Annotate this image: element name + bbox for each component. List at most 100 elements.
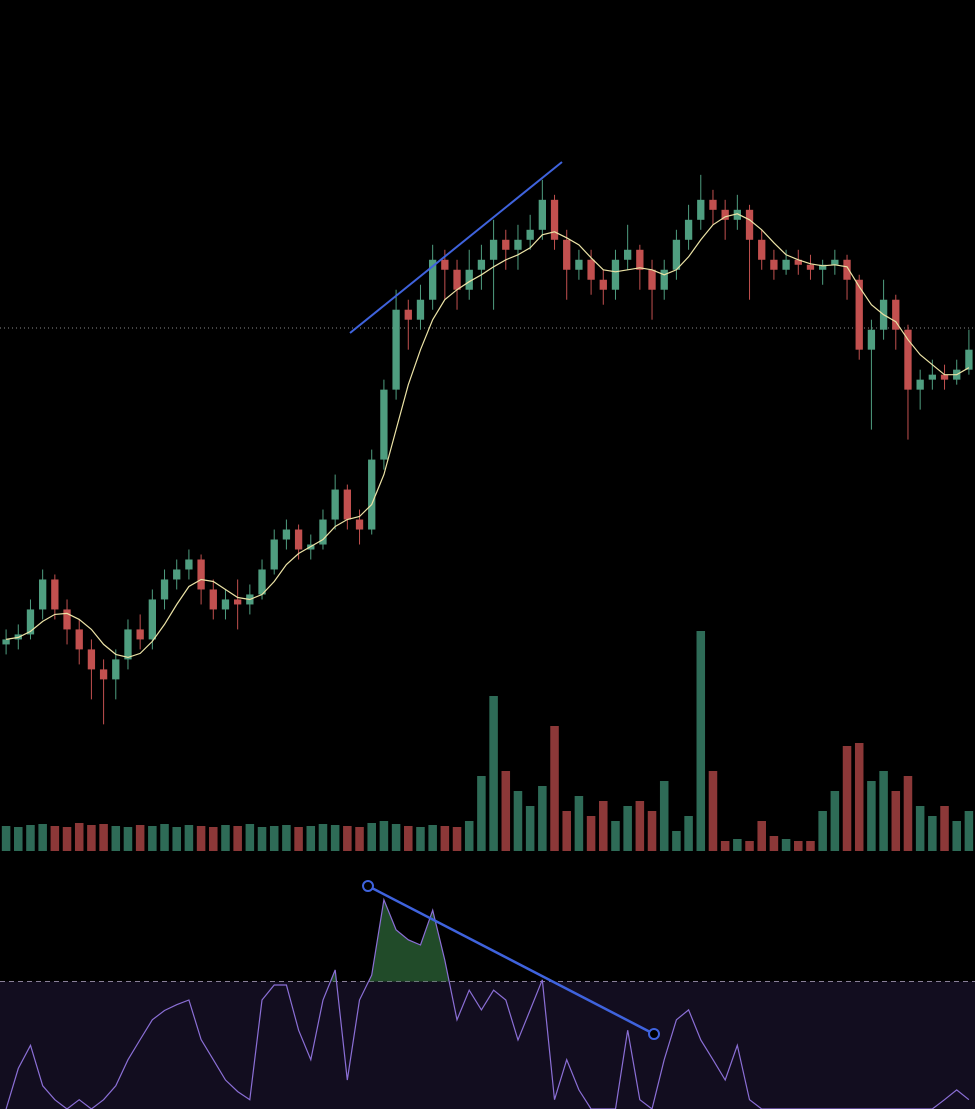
volume-bar <box>867 781 876 851</box>
volume-bar <box>294 827 303 851</box>
volume-bar <box>1 826 11 851</box>
candle-body <box>294 529 303 550</box>
volume-bar <box>233 826 242 851</box>
candle-body <box>892 299 900 330</box>
volume-bar <box>842 746 852 851</box>
volume-bar <box>282 825 291 851</box>
candle-body <box>99 669 108 680</box>
volume-bar <box>148 826 157 851</box>
candle-body <box>453 269 461 290</box>
candle-body <box>331 489 339 520</box>
candle-body <box>489 239 498 260</box>
volume-bar <box>221 825 230 851</box>
handle[interactable] <box>648 1028 660 1040</box>
volume-bar <box>87 825 96 851</box>
volume-bar <box>330 825 340 851</box>
candle-body <box>63 609 71 630</box>
candle-body <box>758 239 766 260</box>
volume-bar <box>416 827 425 851</box>
volume-bar <box>477 776 486 851</box>
candle-body <box>526 229 534 240</box>
candle-body <box>831 259 839 265</box>
candle-body <box>502 239 510 250</box>
volume-bar <box>50 826 60 851</box>
volume-bar <box>745 841 754 851</box>
volume-bar <box>513 791 523 851</box>
volume-bar <box>62 827 72 851</box>
candle-body <box>843 259 851 280</box>
volume-bar <box>562 811 571 851</box>
candle-body <box>355 519 364 530</box>
candle-body <box>477 259 486 270</box>
volume-bar <box>903 776 913 851</box>
volume-bar <box>964 811 974 851</box>
volume-bar <box>940 806 949 851</box>
volume-bar <box>428 825 437 851</box>
volume-bar <box>635 801 645 851</box>
candle-body <box>87 649 96 670</box>
volume-bar <box>306 826 316 851</box>
candle-body <box>173 569 181 580</box>
volume-bar <box>794 841 803 851</box>
volume-bar <box>501 771 511 851</box>
volume-bar <box>160 824 169 851</box>
volume-bar <box>269 826 279 851</box>
volume-bar <box>135 825 145 851</box>
candle-body <box>51 579 59 610</box>
volume-bar <box>209 827 218 851</box>
rsi-band <box>0 981 975 1109</box>
volume-bar <box>525 806 535 851</box>
volume-bar <box>879 771 888 851</box>
volume-bar <box>404 826 413 851</box>
candle-body <box>234 599 242 605</box>
trend-line[interactable] <box>349 161 563 334</box>
volume-bar <box>440 826 450 851</box>
candle-body <box>368 459 376 530</box>
candle-body <box>441 259 449 270</box>
candle-body <box>819 264 827 270</box>
candle-body <box>160 579 169 600</box>
candle-body <box>185 559 193 570</box>
candle-body <box>587 259 595 280</box>
candle-body <box>282 529 291 540</box>
candle-body <box>624 249 632 260</box>
candle-body <box>258 569 266 595</box>
volume-bar <box>806 841 815 851</box>
volume-bar <box>952 821 961 851</box>
candle-body <box>965 349 973 370</box>
handle[interactable] <box>362 880 374 892</box>
candle-body <box>538 199 546 230</box>
volume-bar <box>696 631 706 851</box>
volume-bar <box>452 827 462 851</box>
trend-line[interactable] <box>367 884 655 1036</box>
volume-bar <box>489 696 498 851</box>
volume-bar <box>343 826 352 851</box>
candle-body <box>343 489 351 520</box>
candle-body <box>112 659 120 680</box>
candle-body <box>465 269 473 290</box>
candle-body <box>745 209 754 240</box>
candle-body <box>782 259 790 270</box>
volume-bar <box>111 826 121 851</box>
volume-bar <box>74 823 84 851</box>
candle-body <box>733 209 741 220</box>
volume-bar <box>172 827 181 851</box>
volume-bar <box>574 796 584 851</box>
candle-body <box>660 269 668 290</box>
candle-body <box>940 374 949 380</box>
volume-bar <box>26 825 35 851</box>
volume-bar <box>781 839 791 851</box>
candle-body <box>148 599 156 640</box>
volume-bar <box>38 824 47 851</box>
volume-bar <box>196 826 206 851</box>
volume-bar <box>550 726 559 851</box>
candle-body <box>867 329 876 350</box>
candle-body <box>380 389 388 460</box>
candle-body <box>404 309 412 320</box>
volume-bar <box>464 821 474 851</box>
volume-bar <box>611 821 620 851</box>
volume-bar <box>647 811 657 851</box>
candle-body <box>416 299 425 320</box>
candle-body <box>684 219 693 240</box>
